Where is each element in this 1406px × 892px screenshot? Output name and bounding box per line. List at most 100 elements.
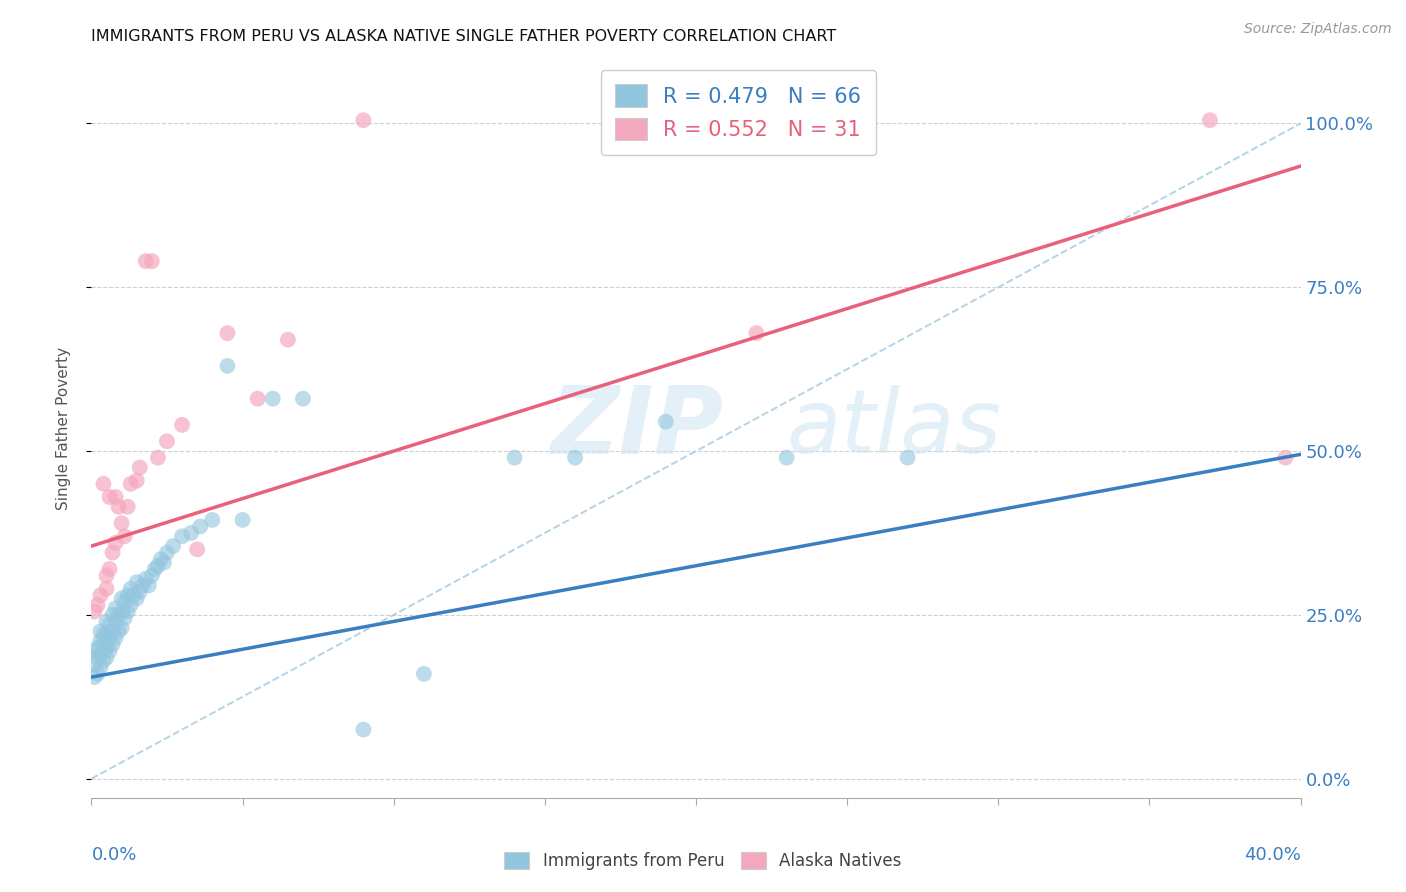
Point	[352, 113, 374, 128]
Point	[201, 513, 224, 527]
Point	[143, 562, 166, 576]
Text: ZIP: ZIP	[551, 382, 724, 475]
Point	[107, 624, 129, 639]
Point	[120, 598, 142, 612]
Point	[96, 627, 118, 641]
Point	[111, 605, 132, 619]
Point	[86, 666, 108, 681]
Point	[132, 578, 155, 592]
Point	[111, 591, 132, 606]
Point	[135, 572, 157, 586]
Point	[141, 568, 163, 582]
Point	[897, 450, 920, 465]
Legend: R = 0.479   N = 66, R = 0.552   N = 31: R = 0.479 N = 66, R = 0.552 N = 31	[600, 70, 876, 155]
Point	[172, 529, 194, 543]
Point	[111, 621, 132, 635]
Point	[149, 552, 172, 566]
Point	[172, 417, 194, 432]
Point	[122, 588, 145, 602]
Point	[180, 526, 202, 541]
Point	[98, 490, 121, 504]
Legend: Immigrants from Peru, Alaska Natives: Immigrants from Peru, Alaska Natives	[498, 845, 908, 877]
Point	[246, 392, 269, 406]
Point	[89, 647, 111, 661]
Text: 0.0%: 0.0%	[91, 847, 136, 864]
Point	[217, 326, 239, 340]
Point	[93, 627, 115, 641]
Point	[111, 516, 132, 531]
Point	[98, 617, 121, 632]
Point	[96, 650, 118, 665]
Point	[128, 460, 150, 475]
Text: 40.0%: 40.0%	[1244, 847, 1301, 864]
Point	[89, 660, 111, 674]
Point	[146, 558, 169, 573]
Text: atlas: atlas	[786, 385, 1001, 471]
Point	[352, 723, 374, 737]
Point	[1198, 113, 1220, 128]
Y-axis label: Single Father Poverty: Single Father Poverty	[56, 347, 70, 509]
Point	[120, 582, 142, 596]
Point	[117, 500, 139, 514]
Point	[745, 326, 768, 340]
Point	[89, 588, 111, 602]
Point	[128, 585, 150, 599]
Point	[117, 605, 139, 619]
Point	[83, 657, 105, 671]
Point	[93, 654, 115, 668]
Point	[162, 539, 184, 553]
Point	[231, 513, 253, 527]
Point	[107, 500, 129, 514]
Point	[153, 556, 176, 570]
Point	[104, 536, 127, 550]
Point	[186, 542, 208, 557]
Point	[104, 601, 127, 615]
Point	[146, 450, 169, 465]
Point	[156, 434, 179, 449]
Point	[101, 637, 124, 651]
Point	[93, 637, 115, 651]
Point	[98, 631, 121, 645]
Point	[135, 254, 157, 268]
Point	[89, 634, 111, 648]
Point	[1274, 450, 1296, 465]
Text: IMMIGRANTS FROM PERU VS ALASKA NATIVE SINGLE FATHER POVERTY CORRELATION CHART: IMMIGRANTS FROM PERU VS ALASKA NATIVE SI…	[91, 29, 837, 45]
Text: Source: ZipAtlas.com: Source: ZipAtlas.com	[1244, 22, 1392, 37]
Point	[104, 631, 127, 645]
Point	[138, 578, 160, 592]
Point	[277, 333, 299, 347]
Point	[262, 392, 284, 406]
Point	[117, 588, 139, 602]
Point	[89, 624, 111, 639]
Point	[120, 476, 142, 491]
Point	[93, 476, 115, 491]
Point	[101, 607, 124, 622]
Point	[217, 359, 239, 373]
Point	[96, 568, 118, 582]
Point	[125, 591, 148, 606]
Point	[188, 519, 211, 533]
Point	[413, 666, 436, 681]
Point	[104, 490, 127, 504]
Point	[114, 529, 136, 543]
Point	[96, 615, 118, 629]
Point	[86, 598, 108, 612]
Point	[86, 650, 108, 665]
Point	[156, 546, 179, 560]
Point	[107, 607, 129, 622]
Point	[114, 611, 136, 625]
Point	[98, 644, 121, 658]
Point	[104, 615, 127, 629]
Point	[86, 640, 108, 655]
Point	[654, 415, 676, 429]
Point	[101, 624, 124, 639]
Point	[564, 450, 586, 465]
Point	[96, 582, 118, 596]
Point	[83, 644, 105, 658]
Point	[83, 605, 105, 619]
Point	[125, 575, 148, 590]
Point	[141, 254, 163, 268]
Point	[98, 562, 121, 576]
Point	[101, 546, 124, 560]
Point	[776, 450, 799, 465]
